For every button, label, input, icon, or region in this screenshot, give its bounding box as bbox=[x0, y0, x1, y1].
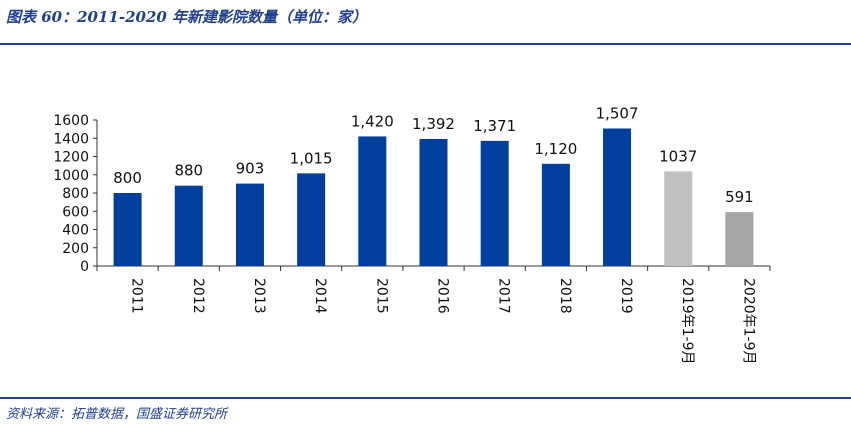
y-tick-label: 0 bbox=[80, 259, 89, 275]
data-label-2: 903 bbox=[236, 160, 265, 178]
x-tick-label-6: 2017 bbox=[496, 278, 512, 314]
bar-1 bbox=[174, 185, 203, 266]
x-tick-label-4: 2015 bbox=[373, 278, 389, 314]
y-tick-label: 200 bbox=[62, 241, 89, 257]
y-tick-label: 1600 bbox=[53, 113, 89, 129]
bar-10 bbox=[725, 212, 754, 266]
x-axis bbox=[96, 265, 771, 271]
bars bbox=[113, 128, 754, 266]
bar-5 bbox=[419, 138, 448, 266]
x-tick-label-0: 2011 bbox=[129, 278, 145, 314]
footer-rule bbox=[0, 397, 851, 399]
data-label-10: 591 bbox=[725, 188, 754, 206]
x-tick-label-5: 2016 bbox=[435, 278, 451, 314]
y-tick-label: 1000 bbox=[53, 168, 89, 184]
bar-2 bbox=[235, 183, 264, 266]
data-label-8: 1,507 bbox=[596, 104, 639, 122]
y-tick-label: 400 bbox=[62, 223, 89, 239]
header-rule bbox=[0, 43, 851, 45]
y-tick-label: 800 bbox=[62, 186, 89, 202]
x-tick-labels: 2011 2012 2013 2014 2015 2016 2017 2018 2019 2019… bbox=[129, 278, 757, 365]
x-tick-label-10: 2020年1-9月 bbox=[740, 278, 756, 365]
x-tick-label-7: 2018 bbox=[557, 278, 573, 314]
data-label-1: 880 bbox=[174, 162, 203, 180]
data-label-3: 1,015 bbox=[290, 149, 333, 167]
y-tick-label: 600 bbox=[62, 204, 89, 220]
bar-9 bbox=[664, 171, 693, 266]
x-tick-label-9: 2019年1-9月 bbox=[679, 278, 695, 365]
chart-title: 图表 60：2011-2020 年新建影院数量（单位：家） bbox=[6, 8, 368, 26]
bar-4 bbox=[358, 136, 387, 266]
y-tick-label: 1200 bbox=[53, 150, 89, 166]
y-tick-label: 1400 bbox=[53, 131, 89, 147]
bar-0 bbox=[113, 193, 142, 266]
data-label-7: 1,120 bbox=[534, 140, 577, 158]
y-axis: 0 200 400 600 800 1000 1200 1400 1600 bbox=[53, 113, 98, 275]
source-note: 资料来源：拓普数据，国盛证券研究所 bbox=[6, 407, 228, 422]
bar-3 bbox=[297, 173, 326, 266]
data-labels: 800 880 903 1,015 1,420 1,392 1,371 1,120 1,507 1… bbox=[113, 104, 753, 206]
data-label-9: 1037 bbox=[659, 147, 697, 165]
data-label-0: 800 bbox=[113, 169, 142, 187]
bar-6 bbox=[480, 140, 509, 266]
x-tick-label-2: 2013 bbox=[251, 278, 267, 314]
bar-8 bbox=[603, 128, 632, 266]
data-label-6: 1,371 bbox=[473, 117, 516, 135]
x-tick-label-8: 2019 bbox=[618, 278, 634, 314]
data-label-4: 1,420 bbox=[351, 112, 394, 130]
data-label-5: 1,392 bbox=[412, 115, 455, 133]
x-tick-label-3: 2014 bbox=[312, 278, 328, 314]
bar-7 bbox=[541, 163, 570, 266]
x-tick-label-1: 2012 bbox=[190, 278, 206, 314]
